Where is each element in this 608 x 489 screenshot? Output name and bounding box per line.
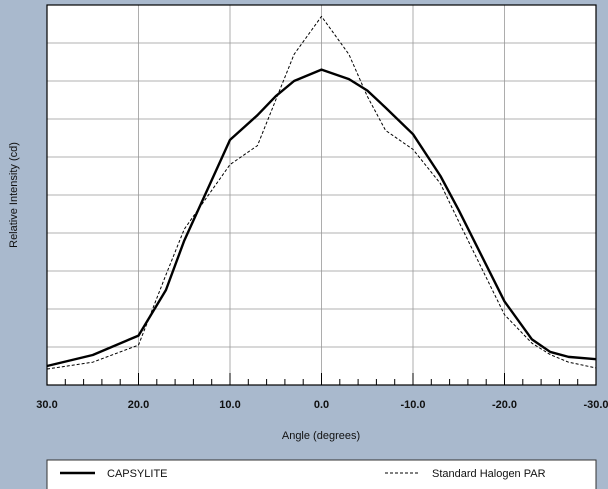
x-tick-label: 10.0 — [219, 399, 240, 411]
legend-label: Standard Halogen PAR — [432, 468, 546, 480]
x-tick-label: -10.0 — [400, 399, 425, 411]
series-line — [46, 15, 597, 370]
legend-label: CAPSYLITE — [107, 468, 168, 480]
x-tick-label: -20.0 — [492, 399, 517, 411]
series-line — [46, 68, 597, 368]
x-tick-label: 20.0 — [128, 399, 149, 411]
plot-frame — [46, 4, 597, 386]
x-axis-label: Angle (degrees) — [282, 430, 360, 442]
legend — [46, 459, 597, 489]
x-tick-label: 0.0 — [314, 399, 329, 411]
y-axis-label: Relative Intensity (cd) — [8, 142, 20, 248]
x-tick-label: -30.0 — [583, 399, 608, 411]
x-tick-label: 30.0 — [36, 399, 57, 411]
